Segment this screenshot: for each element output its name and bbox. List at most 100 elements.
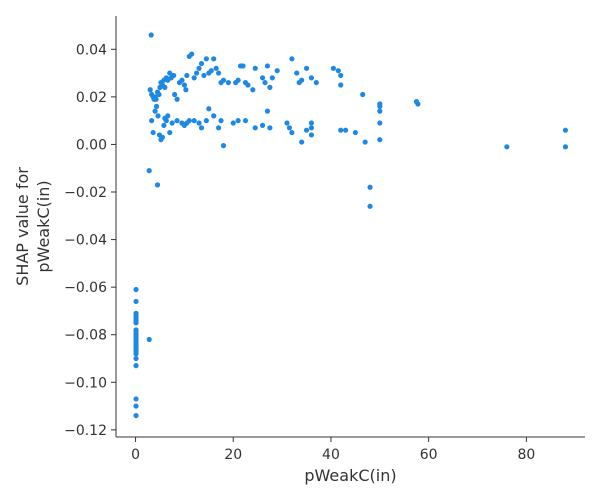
data-point [146, 168, 152, 174]
data-point [186, 118, 192, 124]
x-tick-label: 20 [224, 447, 242, 463]
data-point [172, 91, 178, 98]
data-point [377, 137, 383, 143]
data-point [133, 412, 139, 419]
data-point [235, 118, 241, 124]
data-point [181, 82, 187, 88]
data-point [259, 122, 266, 129]
data-point [562, 127, 569, 133]
data-point [289, 129, 295, 136]
data-point [269, 75, 275, 81]
x-axis-ticks: 0 20 40 60 80 [131, 437, 535, 463]
data-point [504, 144, 510, 150]
data-point [367, 203, 373, 209]
scatter-points [133, 32, 569, 419]
y-axis-title-line-2: pWeakC(in) [34, 180, 53, 272]
data-point [367, 184, 373, 190]
data-point [191, 118, 197, 124]
data-point [267, 125, 273, 131]
data-point [194, 70, 200, 76]
data-point [213, 65, 219, 71]
data-point [174, 96, 180, 102]
data-point [174, 118, 180, 124]
data-point [299, 77, 305, 83]
data-point [155, 113, 161, 119]
data-point [203, 118, 209, 124]
data-point [133, 351, 139, 357]
data-point [335, 68, 341, 74]
data-point [162, 84, 168, 90]
data-point [154, 182, 161, 188]
data-point [252, 65, 258, 71]
data-point [415, 101, 421, 107]
y-tick-label: −0.10 [64, 375, 107, 391]
data-point [163, 118, 169, 124]
data-point [146, 336, 152, 343]
data-point [230, 120, 236, 126]
data-point [289, 56, 295, 62]
data-point [169, 120, 175, 126]
data-point [262, 79, 268, 86]
data-point [191, 75, 197, 81]
data-point [267, 84, 273, 90]
data-point [338, 72, 344, 79]
data-point [196, 65, 202, 71]
data-point [179, 77, 185, 83]
data-point [147, 87, 153, 93]
data-point [313, 79, 319, 86]
data-point [220, 77, 227, 83]
data-point [343, 127, 349, 133]
data-point [215, 125, 222, 131]
data-point [198, 125, 205, 131]
data-point [338, 82, 344, 88]
data-point [264, 63, 271, 69]
data-point [218, 118, 224, 124]
data-point [161, 122, 167, 129]
data-point [338, 127, 344, 133]
y-axis-ticks: −0.12 −0.10 −0.08 −0.06 −0.04 −0.02 0.00 0.02 0.… [64, 42, 116, 439]
data-point [133, 286, 139, 293]
data-point [149, 118, 155, 124]
data-point [156, 91, 162, 98]
data-point [133, 298, 139, 305]
data-point [167, 70, 173, 76]
y-tick-label: −0.08 [64, 328, 107, 344]
data-point [225, 79, 231, 86]
data-point [240, 63, 246, 69]
data-point [211, 113, 217, 119]
data-point [167, 129, 173, 136]
data-point [250, 87, 256, 93]
data-point [308, 125, 315, 131]
data-point [153, 103, 160, 109]
data-point [286, 125, 293, 131]
data-point [150, 129, 156, 136]
data-point [201, 72, 207, 79]
data-point [360, 91, 366, 98]
data-point [133, 403, 139, 409]
y-tick-label: 0.02 [76, 90, 107, 106]
data-point [148, 32, 154, 38]
data-point [211, 56, 217, 62]
data-point [215, 70, 222, 76]
data-point [284, 120, 290, 126]
data-point [264, 108, 271, 114]
data-point [198, 60, 205, 67]
data-point [330, 65, 337, 71]
y-tick-label: 0.04 [76, 42, 107, 58]
data-point [133, 355, 139, 362]
data-point [208, 68, 214, 74]
x-tick-label: 0 [131, 447, 140, 463]
data-point [184, 72, 190, 79]
y-tick-label: −0.06 [64, 280, 107, 296]
data-point [308, 132, 315, 138]
x-tick-label: 60 [420, 447, 438, 463]
y-tick-label: −0.02 [64, 185, 107, 201]
y-tick-label: −0.12 [64, 423, 107, 439]
data-point [206, 106, 212, 112]
data-point [362, 139, 368, 145]
data-point [245, 82, 251, 88]
data-point [377, 120, 383, 126]
data-point [377, 108, 383, 114]
data-point [562, 144, 569, 150]
x-axis-title: pWeakC(in) [304, 466, 396, 485]
